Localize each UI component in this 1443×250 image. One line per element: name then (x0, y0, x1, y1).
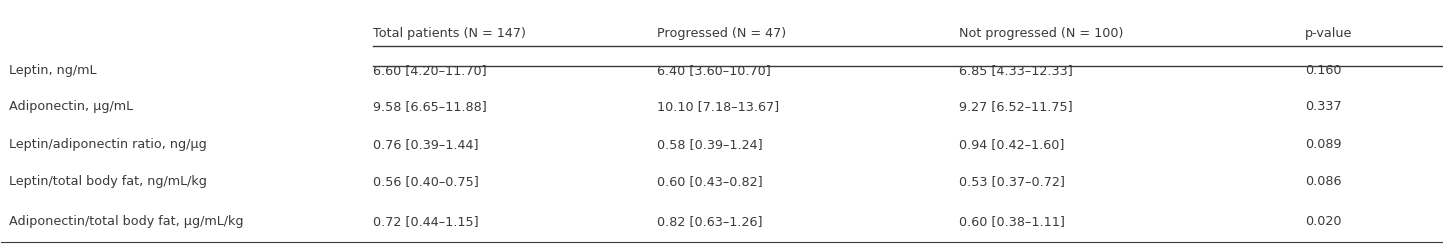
Text: p-value: p-value (1304, 27, 1352, 40)
Text: 0.94 [0.42–1.60]: 0.94 [0.42–1.60] (960, 137, 1065, 150)
Text: 0.60 [0.43–0.82]: 0.60 [0.43–0.82] (657, 174, 762, 187)
Text: Adiponectin/total body fat, μg/mL/kg: Adiponectin/total body fat, μg/mL/kg (9, 214, 242, 227)
Text: 0.53 [0.37–0.72]: 0.53 [0.37–0.72] (960, 174, 1065, 187)
Text: 9.58 [6.65–11.88]: 9.58 [6.65–11.88] (372, 100, 486, 113)
Text: 0.82 [0.63–1.26]: 0.82 [0.63–1.26] (657, 214, 762, 227)
Text: Total patients (N = 147): Total patients (N = 147) (372, 27, 525, 40)
Text: 0.086: 0.086 (1304, 174, 1342, 187)
Text: 6.60 [4.20–11.70]: 6.60 [4.20–11.70] (372, 64, 486, 77)
Text: 0.72 [0.44–1.15]: 0.72 [0.44–1.15] (372, 214, 479, 227)
Text: 0.60 [0.38–1.11]: 0.60 [0.38–1.11] (960, 214, 1065, 227)
Text: 0.56 [0.40–0.75]: 0.56 [0.40–0.75] (372, 174, 479, 187)
Text: 0.58 [0.39–1.24]: 0.58 [0.39–1.24] (657, 137, 762, 150)
Text: Leptin/adiponectin ratio, ng/μg: Leptin/adiponectin ratio, ng/μg (9, 137, 206, 150)
Text: 0.089: 0.089 (1304, 137, 1342, 150)
Text: Progressed (N = 47): Progressed (N = 47) (657, 27, 786, 40)
Text: 10.10 [7.18–13.67]: 10.10 [7.18–13.67] (657, 100, 779, 113)
Text: 0.76 [0.39–1.44]: 0.76 [0.39–1.44] (372, 137, 479, 150)
Text: 0.337: 0.337 (1304, 100, 1342, 113)
Text: Not progressed (N = 100): Not progressed (N = 100) (960, 27, 1124, 40)
Text: 6.40 [3.60–10.70]: 6.40 [3.60–10.70] (657, 64, 771, 77)
Text: 6.85 [4.33–12.33]: 6.85 [4.33–12.33] (960, 64, 1074, 77)
Text: 0.020: 0.020 (1304, 214, 1342, 227)
Text: Leptin, ng/mL: Leptin, ng/mL (9, 64, 97, 77)
Text: 0.160: 0.160 (1304, 64, 1342, 77)
Text: 9.27 [6.52–11.75]: 9.27 [6.52–11.75] (960, 100, 1072, 113)
Text: Adiponectin, μg/mL: Adiponectin, μg/mL (9, 100, 133, 113)
Text: Leptin/total body fat, ng/mL/kg: Leptin/total body fat, ng/mL/kg (9, 174, 206, 187)
